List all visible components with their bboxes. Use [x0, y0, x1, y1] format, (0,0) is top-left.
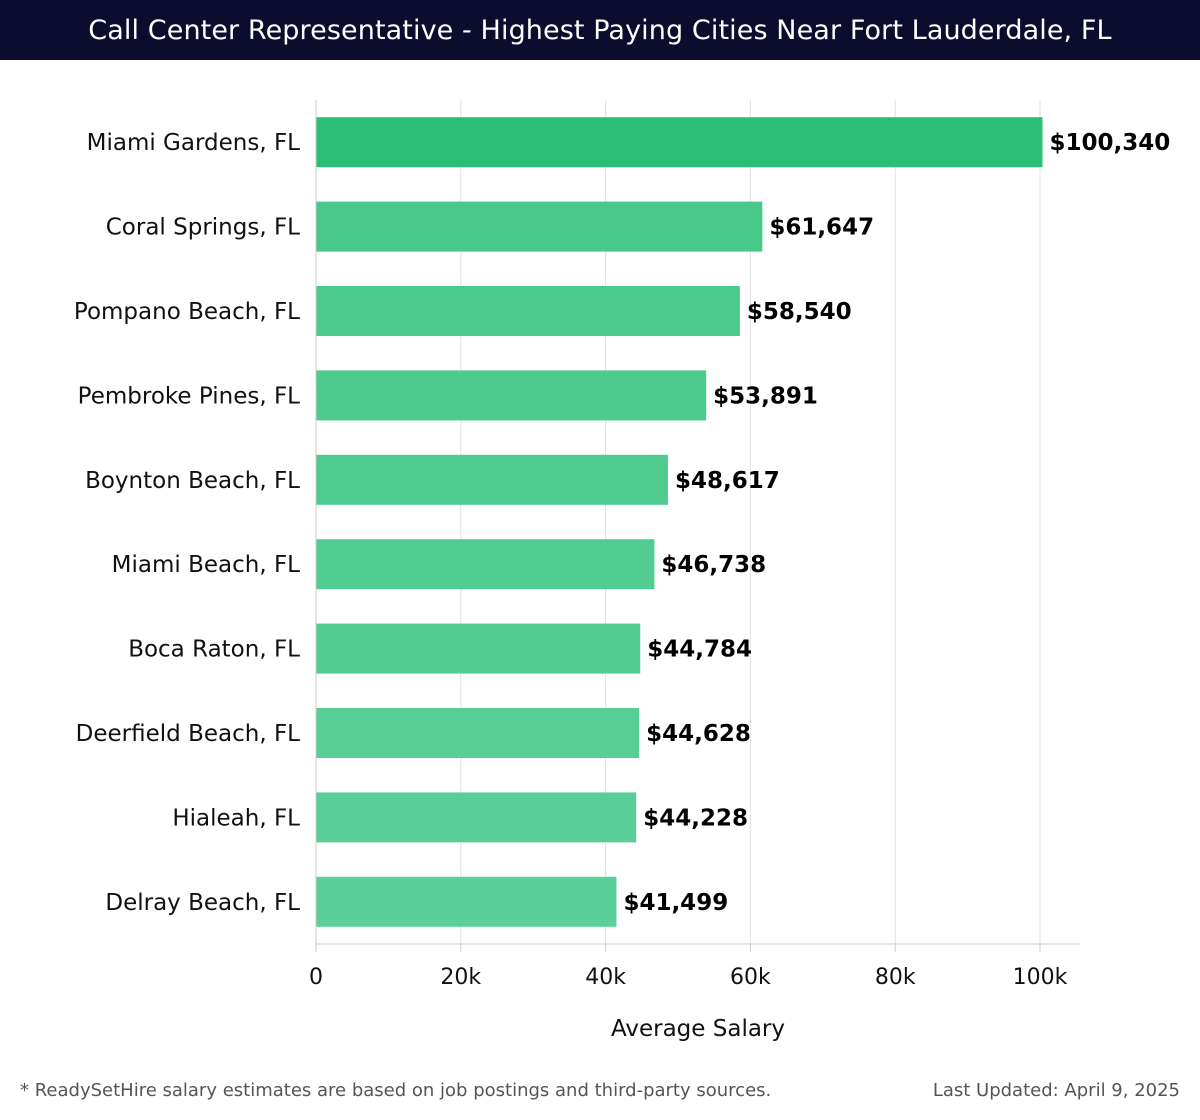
chart-title: Call Center Representative - Highest Pay…: [0, 0, 1200, 60]
y-category-label: Delray Beach, FL: [105, 890, 300, 916]
footer-note: * ReadySetHire salary estimates are base…: [20, 1080, 772, 1101]
bar-value-label: $44,784: [647, 637, 752, 663]
bar-boynton-beach-fl: [316, 454, 668, 505]
y-category-label: Pembroke Pines, FL: [78, 383, 301, 409]
y-category-label: Pompano Beach, FL: [74, 299, 300, 325]
bar-value-label: $100,340: [1049, 130, 1170, 156]
bar-hialeah-fl: [316, 792, 637, 843]
bar-miami-gardens-fl: [316, 117, 1043, 168]
x-tick-label: 20k: [440, 965, 481, 990]
x-tick-label: 100k: [1013, 965, 1068, 990]
bar-delray-beach-fl: [316, 876, 617, 927]
x-tick-label: 60k: [730, 965, 771, 990]
bars: Miami Gardens, FL $100,340 Coral Springs, …: [74, 117, 1170, 927]
bar-value-label: $48,617: [675, 468, 780, 494]
bar-value-label: $53,891: [713, 383, 818, 409]
bar-value-label: $41,499: [623, 890, 728, 916]
y-category-label: Boynton Beach, FL: [85, 468, 300, 494]
bar-miami-beach-fl: [316, 539, 655, 590]
bar-value-label: $44,228: [643, 805, 748, 831]
bar-value-label: $46,738: [661, 552, 766, 578]
bar-pompano-beach-fl: [316, 286, 740, 336]
bar-deerfield-beach-fl: [316, 708, 640, 758]
axes: 0 20k 40k 60k 80k 100k: [309, 100, 1080, 990]
bar-value-label: $61,647: [769, 215, 874, 241]
last-updated: Last Updated: April 9, 2025: [932, 1080, 1180, 1101]
y-category-label: Miami Gardens, FL: [87, 130, 301, 156]
y-category-label: Hialeah, FL: [172, 805, 300, 831]
bar-coral-springs-fl: [316, 201, 763, 252]
bar-value-label: $58,540: [747, 299, 852, 325]
x-tick-label: 0: [309, 965, 323, 990]
x-tick-label: 40k: [585, 965, 626, 990]
y-category-label: Miami Beach, FL: [112, 552, 301, 578]
x-axis-label: Average Salary: [611, 1016, 785, 1042]
y-category-label: Coral Springs, FL: [106, 215, 300, 241]
bar-pembroke-pines-fl: [316, 370, 707, 421]
bar-boca-raton-fl: [316, 623, 641, 674]
bar-value-label: $44,628: [646, 721, 751, 747]
y-category-label: Deerfield Beach, FL: [76, 721, 301, 747]
y-category-label: Boca Raton, FL: [128, 637, 300, 663]
x-tick-label: 80k: [875, 965, 916, 990]
